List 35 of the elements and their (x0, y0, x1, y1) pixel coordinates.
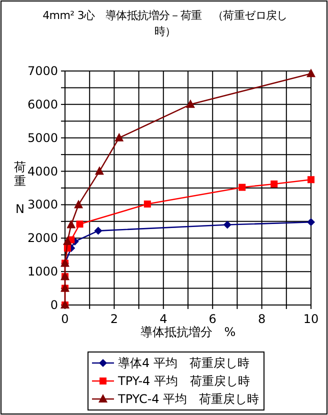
x-tick-label: 0 (61, 312, 69, 326)
y-tick-label: 5000 (27, 130, 58, 145)
y-tick-label: 4000 (27, 164, 58, 178)
point (76, 220, 84, 228)
point (144, 200, 151, 208)
legend-label: TPYC-4 平均 荷重戻し時 (117, 392, 260, 406)
y-axis-title: 荷重 N (14, 160, 26, 216)
x-tick-label: 4 (160, 312, 168, 326)
chart-title: 4mm² 3心 導体抵抗増分－荷重 （荷重ゼロ戻し時） (42, 8, 288, 40)
point (186, 99, 195, 108)
point (308, 176, 314, 184)
point (62, 236, 72, 245)
x-tick-label: 10 (303, 312, 319, 326)
x-tick-label: 2 (110, 312, 118, 326)
x-tick-label: 6 (208, 312, 216, 326)
point (66, 220, 76, 228)
point (114, 132, 124, 142)
point (270, 180, 278, 188)
y-tick-label: 2000 (27, 231, 58, 246)
legend-label: TPY-4 平均 荷重戻し時 (117, 374, 250, 388)
point (74, 200, 84, 208)
y-tick-label: 7000 (27, 64, 58, 78)
y-tick-label: 0 (50, 298, 58, 312)
x-axis-title: 導体抵抗増分 % (140, 325, 236, 339)
y-tick-label: 1000 (27, 264, 58, 279)
legend-label: 導体4 平均 荷重戻し時 (118, 356, 250, 370)
point (223, 220, 232, 229)
point (238, 184, 246, 191)
y-tick-label: 3000 (27, 198, 58, 212)
point (94, 166, 104, 175)
point (306, 68, 316, 78)
y-tick-label: 6000 (27, 97, 58, 112)
point (94, 226, 102, 235)
point (307, 218, 315, 226)
x-tick-label: 8 (258, 312, 266, 326)
